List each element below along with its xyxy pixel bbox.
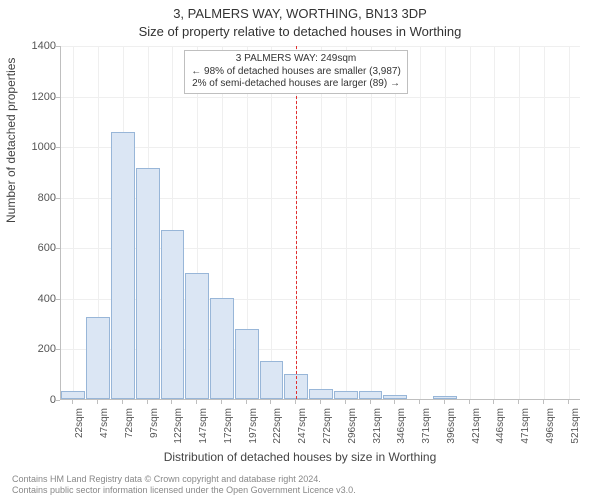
xtick-label: 22sqm xyxy=(74,408,85,448)
ytick-label: 0 xyxy=(16,394,56,406)
xtick-label: 371sqm xyxy=(421,408,432,448)
xtick-mark xyxy=(568,400,569,404)
ytick-mark xyxy=(56,97,60,98)
ytick-label: 1400 xyxy=(16,40,56,52)
chart-container: 3, PALMERS WAY, WORTHING, BN13 3DP Size … xyxy=(0,0,600,500)
xtick-label: 496sqm xyxy=(545,408,556,448)
histogram-bar xyxy=(359,391,383,399)
histogram-bar xyxy=(86,317,110,399)
histogram-bar xyxy=(111,132,135,399)
xtick-mark xyxy=(370,400,371,404)
xtick-label: 247sqm xyxy=(297,408,308,448)
footer-attribution: Contains HM Land Registry data © Crown c… xyxy=(12,474,356,496)
xtick-label: 47sqm xyxy=(99,408,110,448)
histogram-bar xyxy=(309,389,333,399)
gridline-v xyxy=(519,46,520,399)
xtick-label: 471sqm xyxy=(520,408,531,448)
histogram-bar xyxy=(334,391,358,399)
ytick-mark xyxy=(56,46,60,47)
xtick-mark xyxy=(394,400,395,404)
xtick-mark xyxy=(493,400,494,404)
xtick-label: 446sqm xyxy=(495,408,506,448)
ytick-mark xyxy=(56,400,60,401)
xtick-mark xyxy=(543,400,544,404)
xtick-label: 321sqm xyxy=(372,408,383,448)
ytick-label: 800 xyxy=(16,192,56,204)
xtick-label: 222sqm xyxy=(272,408,283,448)
gridline-v xyxy=(271,46,272,399)
ytick-mark xyxy=(56,248,60,249)
plot-area: 3 PALMERS WAY: 249sqm ← 98% of detached … xyxy=(60,46,580,400)
xtick-label: 396sqm xyxy=(446,408,457,448)
xtick-label: 147sqm xyxy=(198,408,209,448)
annotation-line2: ← 98% of detached houses are smaller (3,… xyxy=(191,66,401,79)
xtick-mark xyxy=(221,400,222,404)
xtick-label: 72sqm xyxy=(124,408,135,448)
xtick-mark xyxy=(246,400,247,404)
xtick-label: 521sqm xyxy=(570,408,581,448)
xtick-label: 197sqm xyxy=(248,408,259,448)
xtick-mark xyxy=(419,400,420,404)
xtick-label: 346sqm xyxy=(396,408,407,448)
annotation-line1: 3 PALMERS WAY: 249sqm xyxy=(191,53,401,66)
xtick-mark xyxy=(469,400,470,404)
histogram-bar xyxy=(235,329,259,399)
reference-line xyxy=(296,46,297,399)
ytick-mark xyxy=(56,349,60,350)
chart-title: Size of property relative to detached ho… xyxy=(0,24,600,39)
footer-line2: Contains public sector information licen… xyxy=(12,485,356,496)
xtick-label: 272sqm xyxy=(322,408,333,448)
xtick-mark xyxy=(444,400,445,404)
xtick-mark xyxy=(345,400,346,404)
ytick-mark xyxy=(56,147,60,148)
histogram-bar xyxy=(210,298,234,399)
ytick-label: 400 xyxy=(16,293,56,305)
xtick-mark xyxy=(295,400,296,404)
gridline-v xyxy=(569,46,570,399)
xtick-label: 172sqm xyxy=(223,408,234,448)
xtick-mark xyxy=(518,400,519,404)
xtick-label: 122sqm xyxy=(173,408,184,448)
gridline-v xyxy=(470,46,471,399)
xtick-mark xyxy=(97,400,98,404)
annotation-box: 3 PALMERS WAY: 249sqm ← 98% of detached … xyxy=(184,50,408,94)
xtick-mark xyxy=(72,400,73,404)
xtick-mark xyxy=(171,400,172,404)
xtick-mark xyxy=(122,400,123,404)
ytick-label: 600 xyxy=(16,242,56,254)
histogram-bar xyxy=(185,273,209,399)
ytick-mark xyxy=(56,198,60,199)
x-axis-label: Distribution of detached houses by size … xyxy=(0,450,600,464)
histogram-bar xyxy=(136,168,160,399)
gridline-v xyxy=(420,46,421,399)
histogram-bar xyxy=(433,396,457,399)
gridline-v xyxy=(346,46,347,399)
ytick-label: 200 xyxy=(16,343,56,355)
gridline-v xyxy=(494,46,495,399)
gridline-v xyxy=(371,46,372,399)
histogram-bar xyxy=(161,230,185,399)
gridline-v xyxy=(73,46,74,399)
gridline-v xyxy=(445,46,446,399)
gridline-v xyxy=(544,46,545,399)
footer-line1: Contains HM Land Registry data © Crown c… xyxy=(12,474,356,485)
histogram-bar xyxy=(260,361,284,399)
annotation-line3: 2% of semi-detached houses are larger (8… xyxy=(191,78,401,91)
xtick-mark xyxy=(320,400,321,404)
chart-supertitle: 3, PALMERS WAY, WORTHING, BN13 3DP xyxy=(0,6,600,21)
histogram-bar xyxy=(383,395,407,399)
gridline-v xyxy=(395,46,396,399)
xtick-label: 421sqm xyxy=(471,408,482,448)
gridline-v xyxy=(321,46,322,399)
ytick-label: 1000 xyxy=(16,141,56,153)
xtick-mark xyxy=(196,400,197,404)
histogram-bar xyxy=(61,391,85,399)
ytick-mark xyxy=(56,299,60,300)
xtick-mark xyxy=(147,400,148,404)
xtick-label: 97sqm xyxy=(149,408,160,448)
xtick-mark xyxy=(270,400,271,404)
xtick-label: 296sqm xyxy=(347,408,358,448)
ytick-label: 1200 xyxy=(16,91,56,103)
